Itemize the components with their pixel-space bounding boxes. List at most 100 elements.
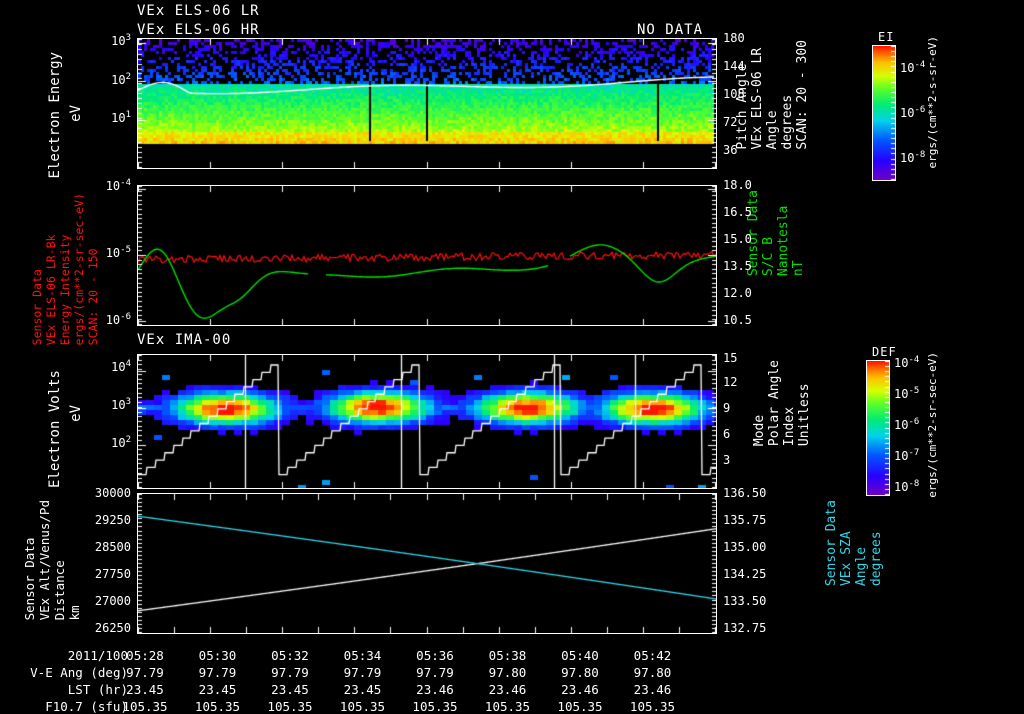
- time-table-time-value: 05:42: [633, 648, 672, 663]
- time-table-value: 97.79: [126, 665, 164, 680]
- panel3-ytick: 104: [111, 359, 131, 374]
- time-table-value: 23.46: [561, 682, 599, 697]
- panel4-left-tick: 26250: [94, 621, 131, 635]
- panel1-title-hr: VEx ELS-06 HR: [137, 22, 260, 38]
- panel3-ytick: 102: [111, 435, 131, 450]
- panel3-right-tick: 15: [723, 351, 738, 365]
- time-table-value: 105.35: [194, 699, 241, 714]
- time-table-row-label: 2011/100: [67, 648, 128, 663]
- panel1-ytick: 102: [111, 72, 131, 87]
- panel4-right-tick: 135.00: [723, 540, 767, 554]
- time-table-value: 105.35: [557, 699, 603, 714]
- time-table-value: 23.45: [271, 682, 309, 697]
- panel2-left-tick: 10-4: [105, 178, 131, 193]
- panel2-right-label: Sensor Data S/C B Nanotesla nT: [746, 190, 806, 277]
- panel2-plot-area[interactable]: [137, 185, 717, 326]
- panel3-ylabel: Electron Volts: [47, 370, 63, 489]
- panel4-left-tick: 29250: [94, 513, 131, 527]
- time-table-value: 97.80: [561, 665, 599, 680]
- time-table-row-label: V-E Ang (deg): [30, 665, 128, 680]
- panel1-ytick: 103: [111, 33, 131, 48]
- panel4-right-label: Sensor Data VEx SZA Angle degrees: [824, 500, 884, 587]
- panel2-right-tick: 18.0: [723, 178, 752, 192]
- colorbar1: [872, 45, 896, 181]
- panel3-plot-area[interactable]: [137, 354, 717, 489]
- panel1-right-tick: 36: [723, 143, 738, 157]
- panel4-left-tick: 28500: [94, 540, 131, 554]
- panel1-right-tick: 180: [723, 31, 745, 45]
- time-table-value: 105.35: [122, 699, 168, 714]
- time-table-value: 105.35: [412, 699, 458, 714]
- time-table-value: 97.80: [488, 665, 527, 680]
- panel2-right-tick: 15.0: [723, 232, 752, 246]
- colorbar1-units: ergs/(cm**2-s-sr-eV): [926, 36, 939, 169]
- panel1-right-tick: 72: [723, 115, 738, 129]
- panel4-right-tick: 135.75: [723, 513, 767, 527]
- time-table-value: 97.79: [271, 665, 309, 680]
- panel1-right-tick: 108: [723, 87, 745, 101]
- colorbar2-title: DEF: [872, 345, 897, 359]
- time-table-value: 23.45: [198, 682, 237, 697]
- panel2-right-tick: 12.0: [723, 286, 752, 300]
- panel4-left-tick: 27000: [94, 594, 131, 608]
- no-data-label: NO DATA: [637, 22, 704, 38]
- time-table-time-value: 05:34: [343, 648, 382, 663]
- time-table-value: 97.79: [198, 665, 237, 680]
- panel3-right-label: Mode Polar Angle Index Unitless: [752, 360, 812, 447]
- panel4-right-tick: 133.50: [723, 594, 767, 608]
- colorbar1-tick: 10-8: [900, 150, 926, 165]
- colorbar2-tick: 10-8: [894, 479, 920, 494]
- panel1-right-tick: 144: [723, 59, 745, 73]
- time-table-value: 23.45: [343, 682, 382, 697]
- time-table-value: 97.79: [343, 665, 382, 680]
- panel4-right-tick: 136.50: [723, 486, 767, 500]
- panel3-ytick: 103: [111, 397, 131, 412]
- time-table-time-value: 05:36: [416, 648, 454, 663]
- panel1-ytick: 101: [111, 110, 131, 125]
- colorbar2: [866, 360, 890, 496]
- colorbar2-tick: 10-7: [894, 448, 920, 463]
- panel3-right-tick: 9: [723, 401, 731, 415]
- time-table-value: 97.79: [416, 665, 454, 680]
- time-table-value: 105.35: [629, 699, 676, 714]
- colorbar2-tick: 10-6: [894, 417, 920, 432]
- time-table-value: 23.46: [488, 682, 527, 697]
- time-table-time-value: 05:30: [198, 648, 237, 663]
- time-table-time-value: 05:32: [271, 648, 309, 663]
- colorbar2-tick: 10-4: [894, 355, 920, 370]
- panel4-left-tick: 30000: [94, 486, 131, 500]
- time-table-row-label: F10.7 (sfu): [45, 699, 128, 714]
- time-table-time-value: 05:28: [126, 648, 164, 663]
- panel1-right-label: Pitch Angle VEx ELS-06 LR Angle degrees …: [735, 40, 810, 150]
- time-table-value: 23.46: [416, 682, 454, 697]
- panel4-right-tick: 132.75: [723, 621, 767, 635]
- colorbar2-tick: 10-5: [894, 386, 920, 401]
- panel4-right-tick: 134.25: [723, 567, 767, 581]
- time-table-value: 105.35: [484, 699, 531, 714]
- panel1-title-lr: VEx ELS-06 LR: [137, 3, 260, 19]
- panel2-right-tick: 10.5: [723, 313, 752, 327]
- time-table-value: 23.46: [633, 682, 672, 697]
- time-table-time-value: 05:40: [561, 648, 599, 663]
- colorbar1-tick: 10-6: [900, 105, 926, 120]
- panel3-right-tick: 12: [723, 375, 738, 389]
- panel2-right-tick: 16.5: [723, 205, 752, 219]
- panel2-left-tick: 10-5: [105, 245, 131, 260]
- panel3-title: VEx IMA-00: [137, 332, 232, 348]
- panel3-right-tick: 6: [723, 427, 731, 441]
- colorbar1-tick: 10-4: [900, 60, 926, 75]
- panel4-left-tick: 27750: [94, 567, 131, 581]
- panel4-plot-area[interactable]: [137, 493, 717, 634]
- time-table-value: 23.45: [126, 682, 164, 697]
- colorbar2-units: ergs/(cm**2-sr-sec-eV): [926, 352, 939, 498]
- panel2-left-tick: 10-6: [105, 312, 131, 327]
- time-table-value: 105.35: [267, 699, 313, 714]
- time-table-value: 97.80: [633, 665, 672, 680]
- time-table-row-label: LST (hr): [67, 682, 128, 697]
- time-table-time-value: 05:38: [488, 648, 527, 663]
- panel1-plot-area[interactable]: [137, 38, 717, 169]
- time-table-value: 105.35: [339, 699, 386, 714]
- colorbar1-title: EI: [878, 30, 895, 44]
- panel3-right-tick: 3: [723, 453, 731, 467]
- panel2-right-tick: 13.5: [723, 259, 752, 273]
